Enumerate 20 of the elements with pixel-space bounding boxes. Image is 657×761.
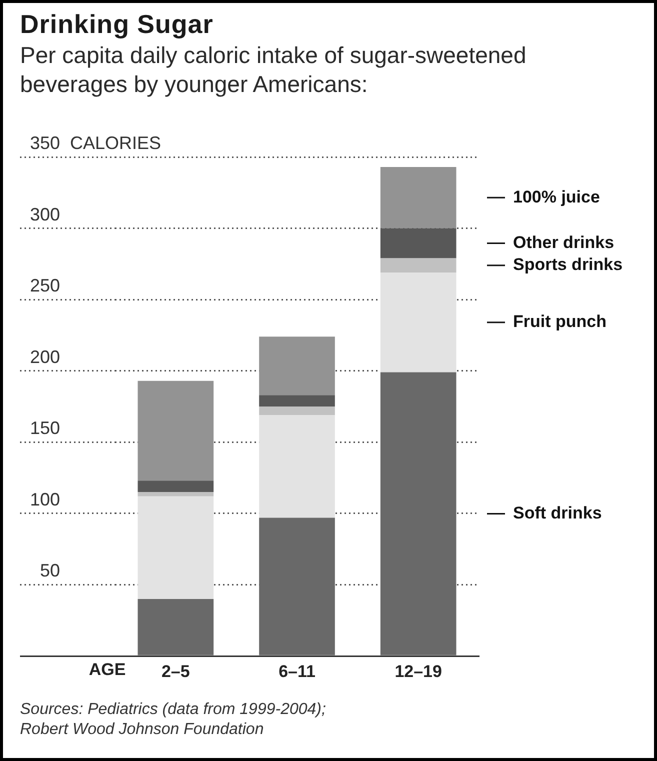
source-note: Sources: Pediatrics (data from 1999-2004); Robert Wood Johnson Foundation xyxy=(20,700,327,740)
text: Fruit punch xyxy=(513,312,606,332)
y-tick-label: 100 xyxy=(30,489,60,510)
y-tick-label: 250 xyxy=(30,276,60,296)
text: Other drinks xyxy=(513,232,614,252)
x-tick-label: 2–5 xyxy=(161,662,190,681)
text: 100% juice xyxy=(513,187,600,206)
y-tick-label: 50 xyxy=(40,560,60,581)
chart-title: Drinking Sugar xyxy=(20,9,214,39)
y-axis-title: CALORIES xyxy=(70,132,162,153)
y-tick-label: 350 xyxy=(30,132,60,153)
y-tick-label: 200 xyxy=(30,346,60,367)
x-tick-label: 6–11 xyxy=(278,662,316,681)
y-tick-label: 300 xyxy=(30,204,60,224)
x-tick-label: 12–19 xyxy=(394,662,442,681)
chart-subtitle: Per capita daily caloric intake of sugar-sweetened beverages by younger Americans: xyxy=(20,41,528,99)
x-axis-title: AGE xyxy=(88,660,126,680)
y-tick-label: 150 xyxy=(30,418,60,438)
text: Sports drinks xyxy=(513,255,623,274)
text: Soft drinks xyxy=(513,503,602,522)
